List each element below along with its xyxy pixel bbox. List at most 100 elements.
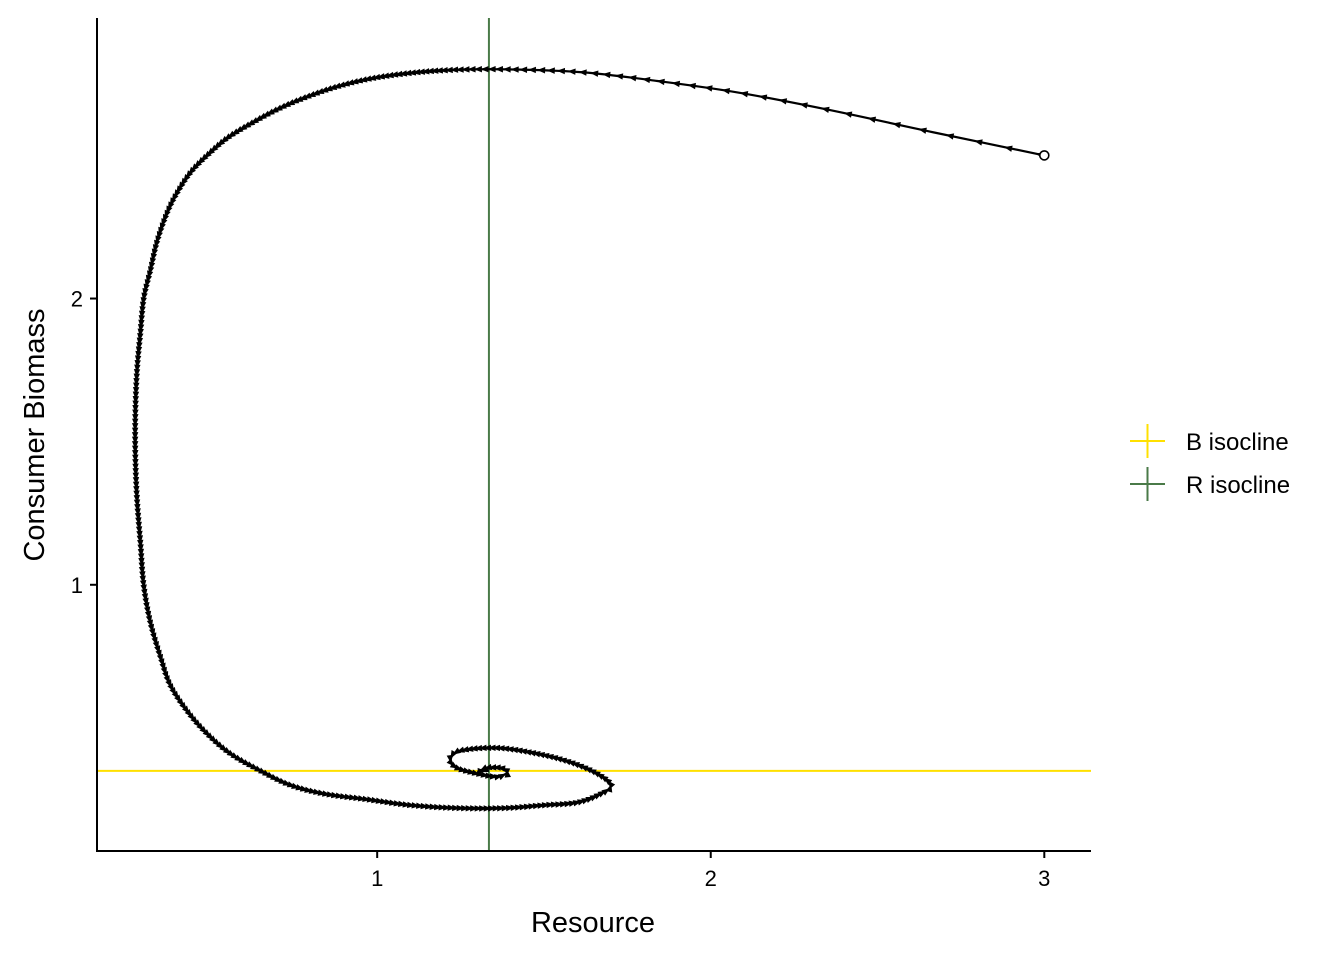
trajectory-arrow [501, 745, 510, 753]
trajectory-arrow [132, 459, 139, 468]
trajectory-arrow [133, 382, 140, 391]
trajectory-arrow [139, 579, 147, 589]
trajectory-arrow [132, 423, 139, 432]
trajectory-arrow [424, 803, 434, 810]
trajectory-arrow [131, 436, 139, 445]
trajectory-arrow [918, 127, 927, 134]
trajectory-arrow [497, 805, 506, 812]
trajectory-arrow [430, 67, 439, 74]
trajectory-arrow [406, 801, 416, 809]
trajectory-start-point [1039, 150, 1050, 161]
trajectory-arrow [444, 66, 453, 74]
trajectory-arrow [133, 377, 140, 387]
trajectory-arrow [559, 801, 568, 808]
trajectory-arrow [514, 804, 524, 811]
trajectory-arrow [505, 746, 514, 753]
trajectory-arrow [137, 553, 145, 562]
trajectory-arrow [505, 804, 515, 812]
trajectory-arrow [496, 745, 505, 752]
y-axis-title: Consumer Biomass [19, 308, 51, 561]
trajectory-arrow [455, 66, 464, 73]
trajectory-arrow [721, 87, 731, 95]
trajectory-arrow [132, 405, 139, 414]
trajectory-arrow [1004, 145, 1013, 152]
trajectory-arrow [394, 70, 403, 78]
trajectory-arrow [461, 804, 470, 812]
trajectory-arrow [134, 355, 142, 364]
trajectory-arrow [140, 297, 147, 306]
trajectory-arrow [497, 773, 507, 781]
trajectory-arrow [602, 71, 611, 79]
trajectory-arrow [132, 418, 139, 427]
trajectory-arrow [656, 78, 665, 86]
trajectory-arrow [532, 802, 542, 810]
trajectory-arrow [425, 67, 434, 75]
trajectory-arrow [519, 804, 528, 811]
trajectory-arrow [132, 481, 140, 490]
trajectory-arrow [132, 400, 139, 409]
trajectory-arrow [135, 521, 142, 530]
trajectory-arrow [974, 139, 983, 146]
trajectory-arrow [501, 804, 510, 812]
trajectory-arrow [429, 803, 438, 810]
trajectory-arrow [487, 65, 496, 73]
trajectory-arrow [487, 744, 496, 751]
trajectory-arrow [133, 499, 141, 508]
legend-item-b-isocline: B isocline [1130, 424, 1289, 458]
trajectory-arrow [945, 133, 955, 140]
trajectory-arrow [452, 804, 461, 812]
trajectory-arrow [671, 80, 681, 88]
trajectory-arrow [474, 744, 483, 752]
trajectory-arrow [415, 802, 425, 809]
trajectory-arrow [502, 66, 511, 73]
trajectory-arrow [867, 116, 877, 123]
trajectory-arrow [132, 391, 140, 400]
trajectory-arrow [492, 805, 501, 812]
trajectory-arrow [135, 346, 143, 355]
trajectory-arrow [843, 111, 853, 118]
trajectory-arrow [550, 801, 560, 808]
trajectory-arrow [132, 409, 139, 418]
trajectory-arrow [132, 414, 139, 423]
trajectory-arrow [132, 450, 139, 459]
trajectory-arrow [137, 548, 145, 557]
trajectory-arrow [461, 66, 470, 73]
trajectory-arrow [488, 805, 497, 812]
trajectory-arrow [339, 793, 349, 800]
trajectory-arrow [567, 68, 576, 75]
trajectory-arrow [138, 319, 145, 328]
trajectory-arrow [687, 82, 696, 90]
trajectory-arrow [135, 517, 142, 526]
trajectory-arrow [892, 122, 901, 129]
trajectory-arrow [411, 802, 420, 809]
trajectory-arrow [335, 792, 344, 799]
trajectory-arrow [488, 764, 497, 771]
isoclines [97, 18, 1091, 851]
trajectory-arrow [137, 544, 144, 553]
trajectory-arrow [348, 794, 358, 801]
trajectory-arrow [137, 539, 144, 548]
x-axis-ticks: 1 2 3 [371, 851, 1050, 891]
trajectory-arrow [628, 75, 637, 82]
trajectory-arrow [412, 68, 421, 76]
trajectory-line [134, 68, 1045, 810]
trajectory-arrow [134, 359, 141, 369]
trajectory-arrow [479, 805, 488, 812]
trajectory-arrow [564, 800, 573, 808]
trajectory-arrow [136, 341, 143, 351]
trajectory-arrow [416, 68, 426, 75]
trajectory-arrow [469, 745, 478, 752]
trajectory-arrow [138, 310, 146, 319]
trajectory-arrow [523, 803, 533, 811]
trajectory-arrow [465, 805, 474, 812]
trajectory-arrow [739, 91, 749, 98]
trajectory-arrow [443, 804, 452, 811]
trajectory-arrow [136, 337, 144, 346]
trajectory-arrow [492, 744, 501, 752]
trajectory-arrow [434, 67, 444, 74]
trajectory-arrow [139, 575, 146, 584]
trajectory-arrow [135, 350, 142, 360]
trajectory-arrow [578, 69, 587, 76]
trajectory-arrow [799, 102, 808, 109]
